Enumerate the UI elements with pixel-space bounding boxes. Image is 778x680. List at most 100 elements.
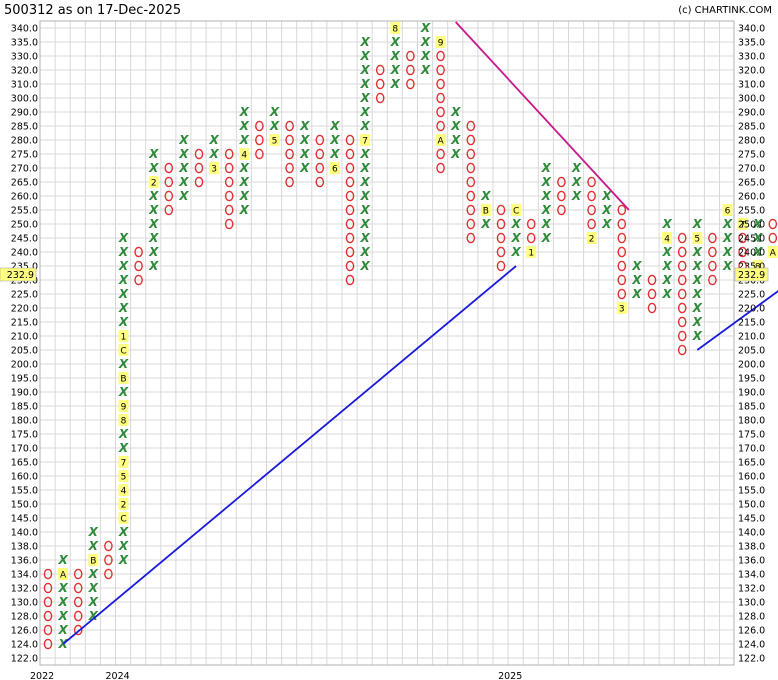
y-tick-left: 138.0	[11, 542, 38, 553]
o-mark	[466, 148, 476, 160]
o-mark	[436, 64, 445, 76]
x-mark: X	[329, 147, 340, 161]
y-tick-left: 280.0	[11, 136, 38, 147]
x-mark: X	[299, 161, 310, 175]
y-tick-left: 275.0	[11, 150, 38, 161]
o-mark	[345, 148, 355, 160]
o-mark	[134, 246, 143, 258]
o-mark	[677, 274, 687, 286]
x-mark: X	[88, 595, 99, 609]
x-mark: X	[359, 35, 370, 49]
y-tick-right: 180.0	[738, 416, 765, 427]
month-label: 7	[740, 221, 746, 231]
o-mark	[255, 134, 264, 146]
x-mark: X	[692, 245, 703, 259]
o-mark	[315, 134, 325, 146]
month-label-bg	[118, 498, 129, 510]
o-mark	[315, 162, 325, 174]
month-label: 8	[392, 25, 398, 35]
x-mark: X	[329, 133, 340, 147]
x-mark: X	[420, 21, 431, 35]
x-mark: X	[239, 175, 250, 189]
x-mark: X	[239, 203, 250, 217]
o-mark	[677, 288, 687, 300]
y-tick-left: 145.0	[11, 514, 38, 525]
o-mark	[345, 274, 355, 286]
month-label-bg	[662, 232, 673, 244]
x-mark: X	[57, 609, 68, 623]
o-mark	[617, 260, 627, 272]
y-tick-right: 130.0	[738, 598, 765, 609]
o-mark	[43, 596, 53, 608]
y-tick-right: 310.0	[738, 80, 765, 91]
month-label-bg	[118, 456, 129, 468]
y-tick-right: 200.0	[738, 360, 765, 371]
o-mark	[677, 246, 687, 258]
month-label: C	[120, 515, 126, 525]
o-mark	[255, 120, 264, 132]
o-mark	[436, 162, 445, 174]
x-mark: X	[239, 119, 250, 133]
o-mark	[557, 204, 566, 216]
x-mark: X	[148, 203, 159, 217]
x-mark: X	[118, 385, 129, 399]
y-tick-right: 270.0	[738, 164, 765, 175]
x-mark: X	[239, 105, 250, 119]
x-mark: X	[359, 77, 370, 91]
x-mark: X	[631, 273, 642, 287]
o-mark	[617, 274, 627, 286]
month-label: 3	[211, 165, 217, 175]
x-mark: X	[661, 273, 672, 287]
y-tick-right: 155.0	[738, 486, 765, 497]
y-tick-right: 165.0	[738, 458, 765, 469]
x-mark: X	[88, 567, 99, 581]
month-label-bg	[435, 36, 446, 48]
x-mark: X	[239, 189, 250, 203]
x-mark: X	[88, 525, 99, 539]
y-tick-right: 160.0	[738, 472, 765, 483]
y-tick-right: 190.0	[738, 388, 765, 399]
month-label-bg	[88, 554, 99, 566]
x-mark: X	[239, 161, 250, 175]
x-mark: X	[359, 245, 370, 259]
x-mark: X	[299, 147, 310, 161]
o-mark	[285, 176, 294, 188]
y-tick-right: 255.0	[738, 206, 765, 217]
y-tick-left: 200.0	[11, 360, 38, 371]
month-label-bg	[118, 484, 129, 496]
y-tick-left: 255.0	[11, 206, 38, 217]
month-label: A	[770, 249, 777, 259]
x-mark: X	[359, 217, 370, 231]
o-mark	[43, 610, 53, 622]
o-mark	[496, 246, 506, 258]
month-label: 9	[121, 403, 127, 413]
x-mark: X	[359, 147, 370, 161]
axis-layer: 340.0 340.0 335.0 335.0 330.0 330.0 320.0 320.0…	[0, 24, 769, 680]
y-tick-right: 138.0	[738, 542, 765, 553]
o-mark	[708, 246, 717, 258]
chart-source: (c) CHARTINK.COM	[678, 5, 772, 16]
x-mark: X	[359, 49, 370, 63]
y-tick-right: 260.0	[738, 192, 765, 203]
month-label-bg	[148, 176, 159, 188]
y-tick-right: 128.0	[738, 612, 765, 623]
month-label: B	[483, 207, 489, 217]
y-tick-left: 130.0	[11, 598, 38, 609]
o-mark	[617, 218, 627, 230]
o-mark	[104, 568, 113, 580]
o-mark	[164, 176, 174, 188]
y-tick-right: 280.0	[738, 136, 765, 147]
x-mark: X	[148, 217, 159, 231]
o-mark	[73, 568, 83, 580]
y-tick-right: 235.0	[738, 262, 765, 273]
month-label: 3	[619, 305, 625, 315]
x-mark: X	[208, 147, 219, 161]
x-mark: X	[510, 217, 521, 231]
y-tick-left: 330.0	[11, 52, 38, 63]
o-mark	[466, 190, 476, 202]
o-mark	[194, 148, 204, 160]
x-mark: X	[661, 287, 672, 301]
x-mark: X	[148, 189, 159, 203]
o-mark	[466, 204, 476, 216]
